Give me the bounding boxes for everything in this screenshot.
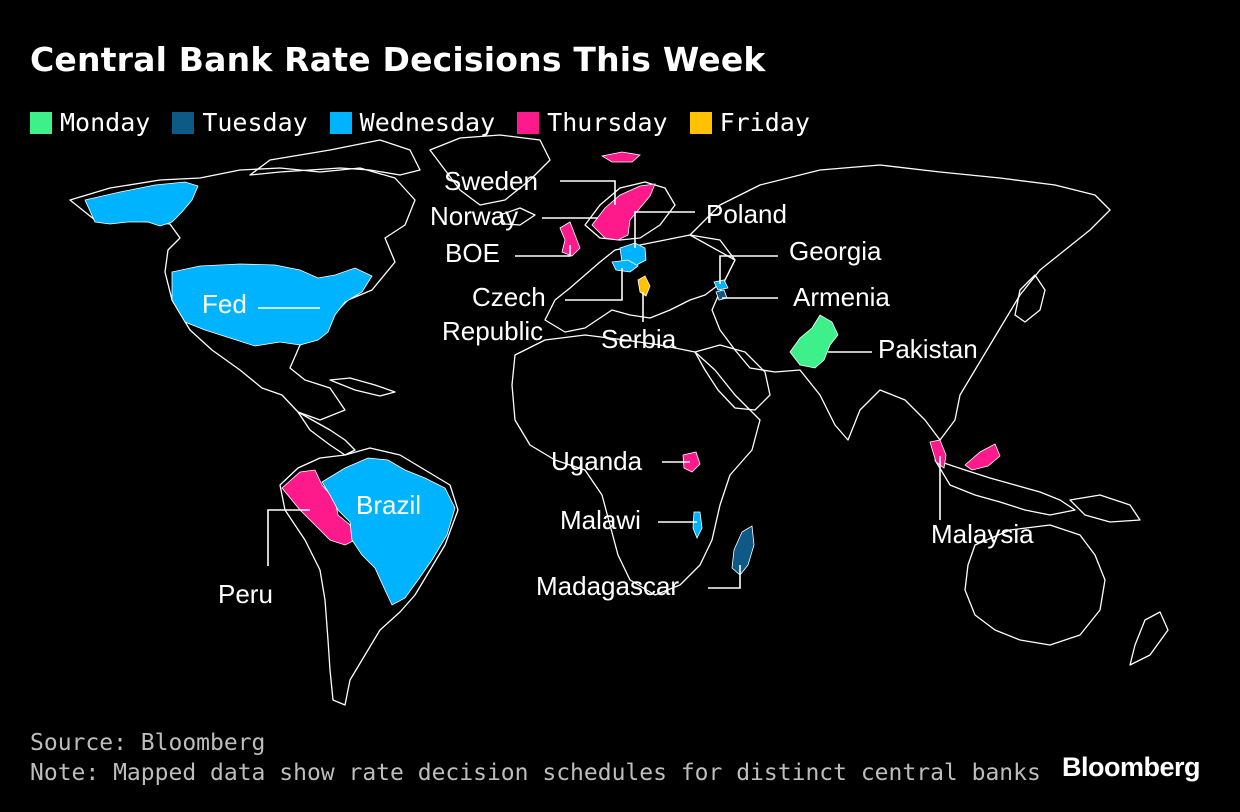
label-malawi: Malawi [560,505,641,535]
canada-islands-outline [249,139,421,176]
legend-swatch [30,111,52,134]
new-zealand-outline [1129,611,1169,666]
label-pakistan: Pakistan [878,334,978,364]
pakistan-region [789,314,839,369]
central-america-outline [297,411,356,456]
label-poland: Poland [706,199,787,229]
legend: Monday Tuesday Wednesday Thursday Friday [30,108,810,137]
legend-item-monday: Monday [30,108,150,137]
leader-line-madagascar [708,565,741,589]
malaysia-peninsula-region [929,439,947,469]
land-outlines [69,134,1169,706]
malawi-region [692,511,703,539]
legend-label: Thursday [547,108,668,137]
malaysia-borneo-region [964,443,1001,471]
footnote: Note: Mapped data show rate decision sch… [30,760,1041,786]
label-serbia: Serbia [601,324,677,354]
uganda-region [682,451,701,473]
label-armenia: Armenia [793,282,890,312]
brazil-region [321,457,456,606]
united-kingdom-region [559,221,581,257]
label-norway: Norway [430,201,518,231]
southeast-asia-islands-outline [934,459,1076,516]
label-brazil: Brazil [356,490,421,520]
callout-lines [258,180,941,589]
arabian-peninsula-outline [694,344,771,411]
label-czech-line-2: Republic [442,316,543,346]
label-boe: BOE [445,238,500,268]
label-georgia: Georgia [789,236,882,266]
legend-swatch [689,111,712,134]
legend-swatch [172,111,195,134]
leader-line-peru [267,509,310,566]
asia-outline [689,164,1111,441]
legend-swatch [517,111,540,134]
label-malaysia: Malaysia [931,519,1034,549]
united-states-region [171,263,373,347]
bloomberg-logo: Bloomberg [1061,752,1201,782]
japan-outline [1014,274,1046,323]
africa-outline [511,334,761,596]
svalbard-region [600,151,641,163]
leader-line-sweden [560,180,616,205]
legend-item-tuesday: Tuesday [172,108,308,137]
legend-swatch [329,111,352,134]
chart-title: Central Bank Rate Decisions This Week [30,40,766,79]
caribbean-outline [329,377,396,397]
legend-label: Tuesday [202,108,308,137]
georgia-region [713,279,729,291]
source-note: Source: Bloomberg [30,730,266,756]
leader-line-boe [515,245,571,257]
legend-item-friday: Friday [689,108,810,137]
leader-line-georgia [719,255,778,284]
label-sweden: Sweden [444,166,538,196]
serbia-region [637,275,651,297]
label-czech-line-1: Czech [472,282,546,312]
highlighted-countries [84,151,1001,606]
iceland-outline [499,207,536,226]
legend-item-wednesday: Wednesday [329,108,496,137]
madagascar-region [731,525,755,576]
legend-label: Friday [719,108,810,137]
label-uganda: Uganda [551,446,643,476]
north-america-outline [69,167,416,421]
label-madagascar: Madagascar [536,571,679,601]
czech-republic-region [611,259,639,273]
new-guinea-outline [1069,494,1141,523]
legend-label: Monday [60,108,151,137]
australia-outline [964,524,1106,646]
alaska-region [84,181,199,227]
greenland-outline [429,134,551,206]
legend-label: Wednesday [359,108,496,137]
norway-sweden-region [591,183,656,241]
leader-line-czech [565,268,623,301]
legend-item-thursday: Thursday [517,108,668,137]
label-fed: Fed [202,289,247,319]
leader-line-poland [634,211,695,248]
callout-labels: Sweden Norway Poland BOE Georgia Czech R… [202,166,1034,609]
label-peru: Peru [218,579,273,609]
